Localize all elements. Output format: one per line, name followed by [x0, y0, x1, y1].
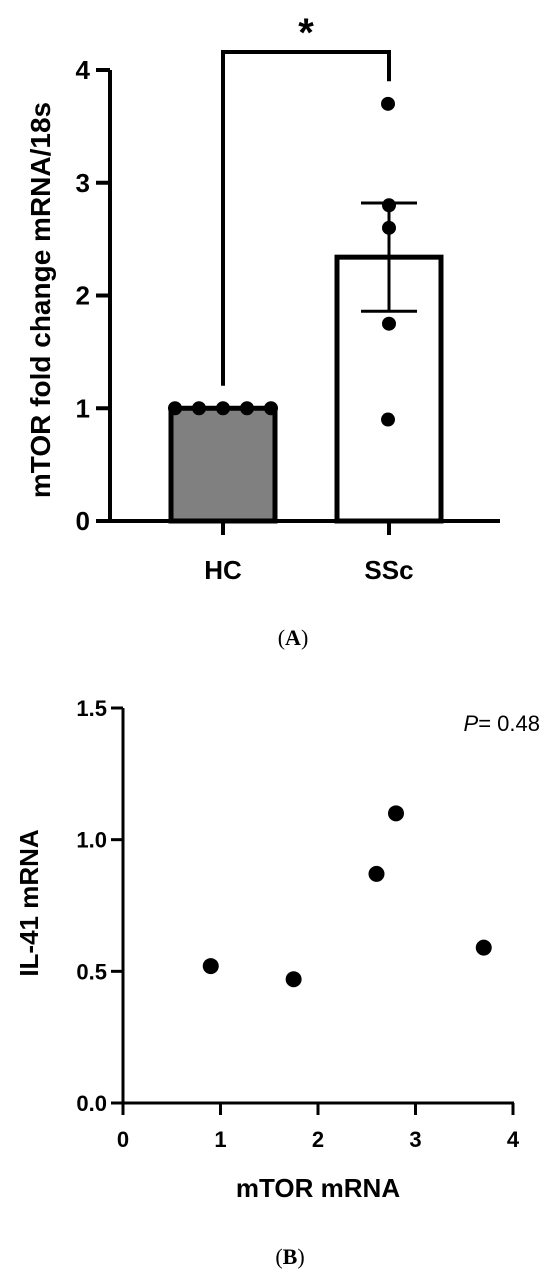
panel-a-y-tick-label: 3: [76, 168, 90, 198]
panel-a-y-tick-label: 0: [76, 506, 90, 536]
panel-a-significance-star: *: [298, 11, 314, 55]
panel-a-x-tick-labels: HC SSc: [204, 555, 413, 585]
panel-a-x-tick-label: HC: [204, 555, 242, 585]
panel-b-y-tick-label: 0.0: [76, 1091, 107, 1116]
panel-a-point-ssc: [382, 316, 396, 331]
panel-a-y-tick-label: 1: [76, 393, 90, 423]
panel-b-y-tick-label: 0.5: [76, 959, 107, 984]
panel-a-bar-hc: [168, 405, 278, 524]
panel-b-point: [388, 805, 404, 822]
panel-a-bracket-line: [221, 50, 391, 386]
panel-a-point-ssc: [382, 220, 396, 235]
panel-b-label: (B): [275, 1244, 304, 1269]
panel-a-y-tick-label: 4: [76, 55, 91, 85]
panel-a-x-tick-label: SSc: [364, 555, 413, 585]
panel-a-point-ssc: [381, 412, 395, 427]
panel-b-point: [285, 971, 302, 988]
panel-a-point-hc: [192, 401, 206, 416]
panel-b-x-tick-label: 4: [507, 1127, 520, 1152]
panel-b-point: [368, 865, 385, 882]
panel-a-significance-bracket: *: [221, 11, 391, 386]
panel-a-point-ssc: [382, 198, 396, 213]
panel-a-point-ssc: [381, 96, 395, 111]
panel-b-y-axis-label: IL-41 mRNA: [14, 829, 44, 977]
panel-a-point-hc: [168, 401, 182, 416]
panel-a-point-hc: [240, 401, 254, 416]
panel-b-p-value: P= 0.48: [464, 711, 540, 736]
panel-b-x-tick-labels: 0 1 2 3 4: [117, 1127, 520, 1152]
panel-b-y-tick-label: 1.5: [76, 696, 107, 721]
panel-b-y-tick-label: 1.0: [76, 828, 107, 853]
panel-b-x-tick-label: 1: [214, 1127, 226, 1152]
panel-b-points: [202, 805, 492, 988]
panel-a-y-tick-label: 2: [76, 281, 90, 311]
panel-b-x-tick-label: 3: [409, 1127, 421, 1152]
panel-a-points: [168, 96, 396, 427]
panel-a-label: (A): [278, 625, 309, 650]
panel-a-y-axis-label: mTOR fold change mRNA/18s: [25, 102, 56, 498]
panel-a-y-tick-labels: 0 1 2 3 4: [76, 55, 91, 536]
panel-a-bars: [168, 254, 444, 524]
panel-b-x-tick-label: 0: [117, 1127, 129, 1152]
panel-b-x-axis-label: mTOR mRNA: [236, 1173, 400, 1203]
panel-b-y-tick-labels: 0.0 0.5 1.0 1.5: [76, 696, 107, 1116]
panel-b-x-tick-label: 2: [312, 1127, 324, 1152]
panel-a-point-hc: [264, 401, 278, 416]
panel-a-point-hc: [216, 401, 230, 416]
panel-b-point: [202, 958, 219, 975]
panel-b-axes: [111, 706, 515, 1115]
panel-b-point: [475, 939, 492, 956]
